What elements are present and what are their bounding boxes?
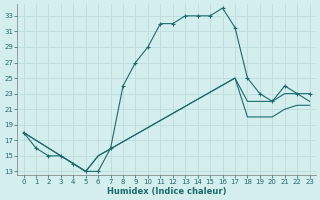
X-axis label: Humidex (Indice chaleur): Humidex (Indice chaleur) <box>107 187 226 196</box>
